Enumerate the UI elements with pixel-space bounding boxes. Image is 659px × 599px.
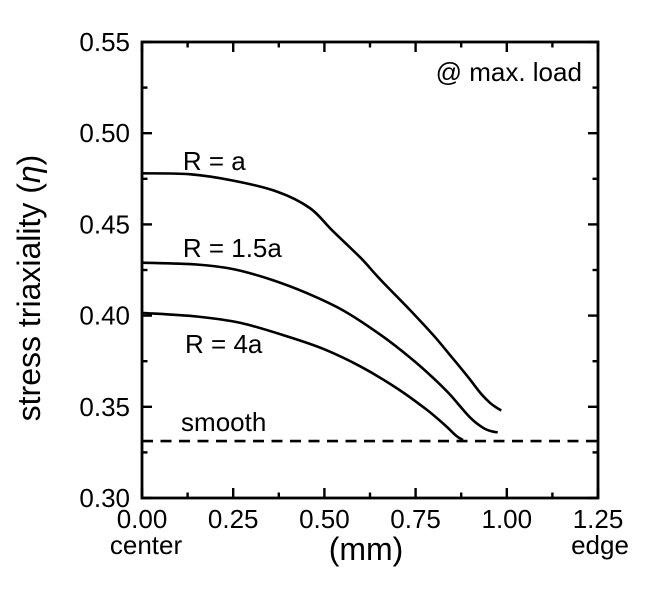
x-tick-label: 1.00 — [481, 504, 532, 534]
y-tick-label: 0.50 — [79, 118, 130, 148]
x-tick-label: 0.75 — [390, 504, 441, 534]
series-curve-1 — [141, 261, 498, 434]
series-curve-2 — [141, 311, 464, 442]
curve-label-2: R = 4a — [185, 329, 263, 359]
x-tick-label: 1.25 — [573, 504, 624, 534]
curve-label-3: smooth — [181, 407, 266, 437]
curve-label-1: R = 1.5a — [183, 233, 283, 263]
y-tick-label: 0.45 — [79, 209, 130, 239]
y-tick-label: 0.40 — [79, 301, 130, 331]
x-tick-label: 0.50 — [299, 504, 350, 534]
y-tick-label: 0.55 — [79, 27, 130, 57]
series-curve-0 — [141, 172, 502, 412]
x-axis-label: (mm) — [329, 531, 404, 567]
x-tick-label: 0.00 — [117, 504, 168, 534]
y-axis-label: stress triaxiality (η) — [11, 155, 47, 422]
y-tick-label: 0.35 — [79, 392, 130, 422]
x-start-label: center — [110, 530, 183, 560]
curve-label-0: R = a — [183, 146, 246, 176]
annotation-max-load: @ max. load — [436, 57, 582, 87]
x-tick-label: 0.25 — [208, 504, 259, 534]
x-end-label: edge — [571, 530, 629, 560]
y-tick-label: 0.30 — [79, 483, 130, 513]
